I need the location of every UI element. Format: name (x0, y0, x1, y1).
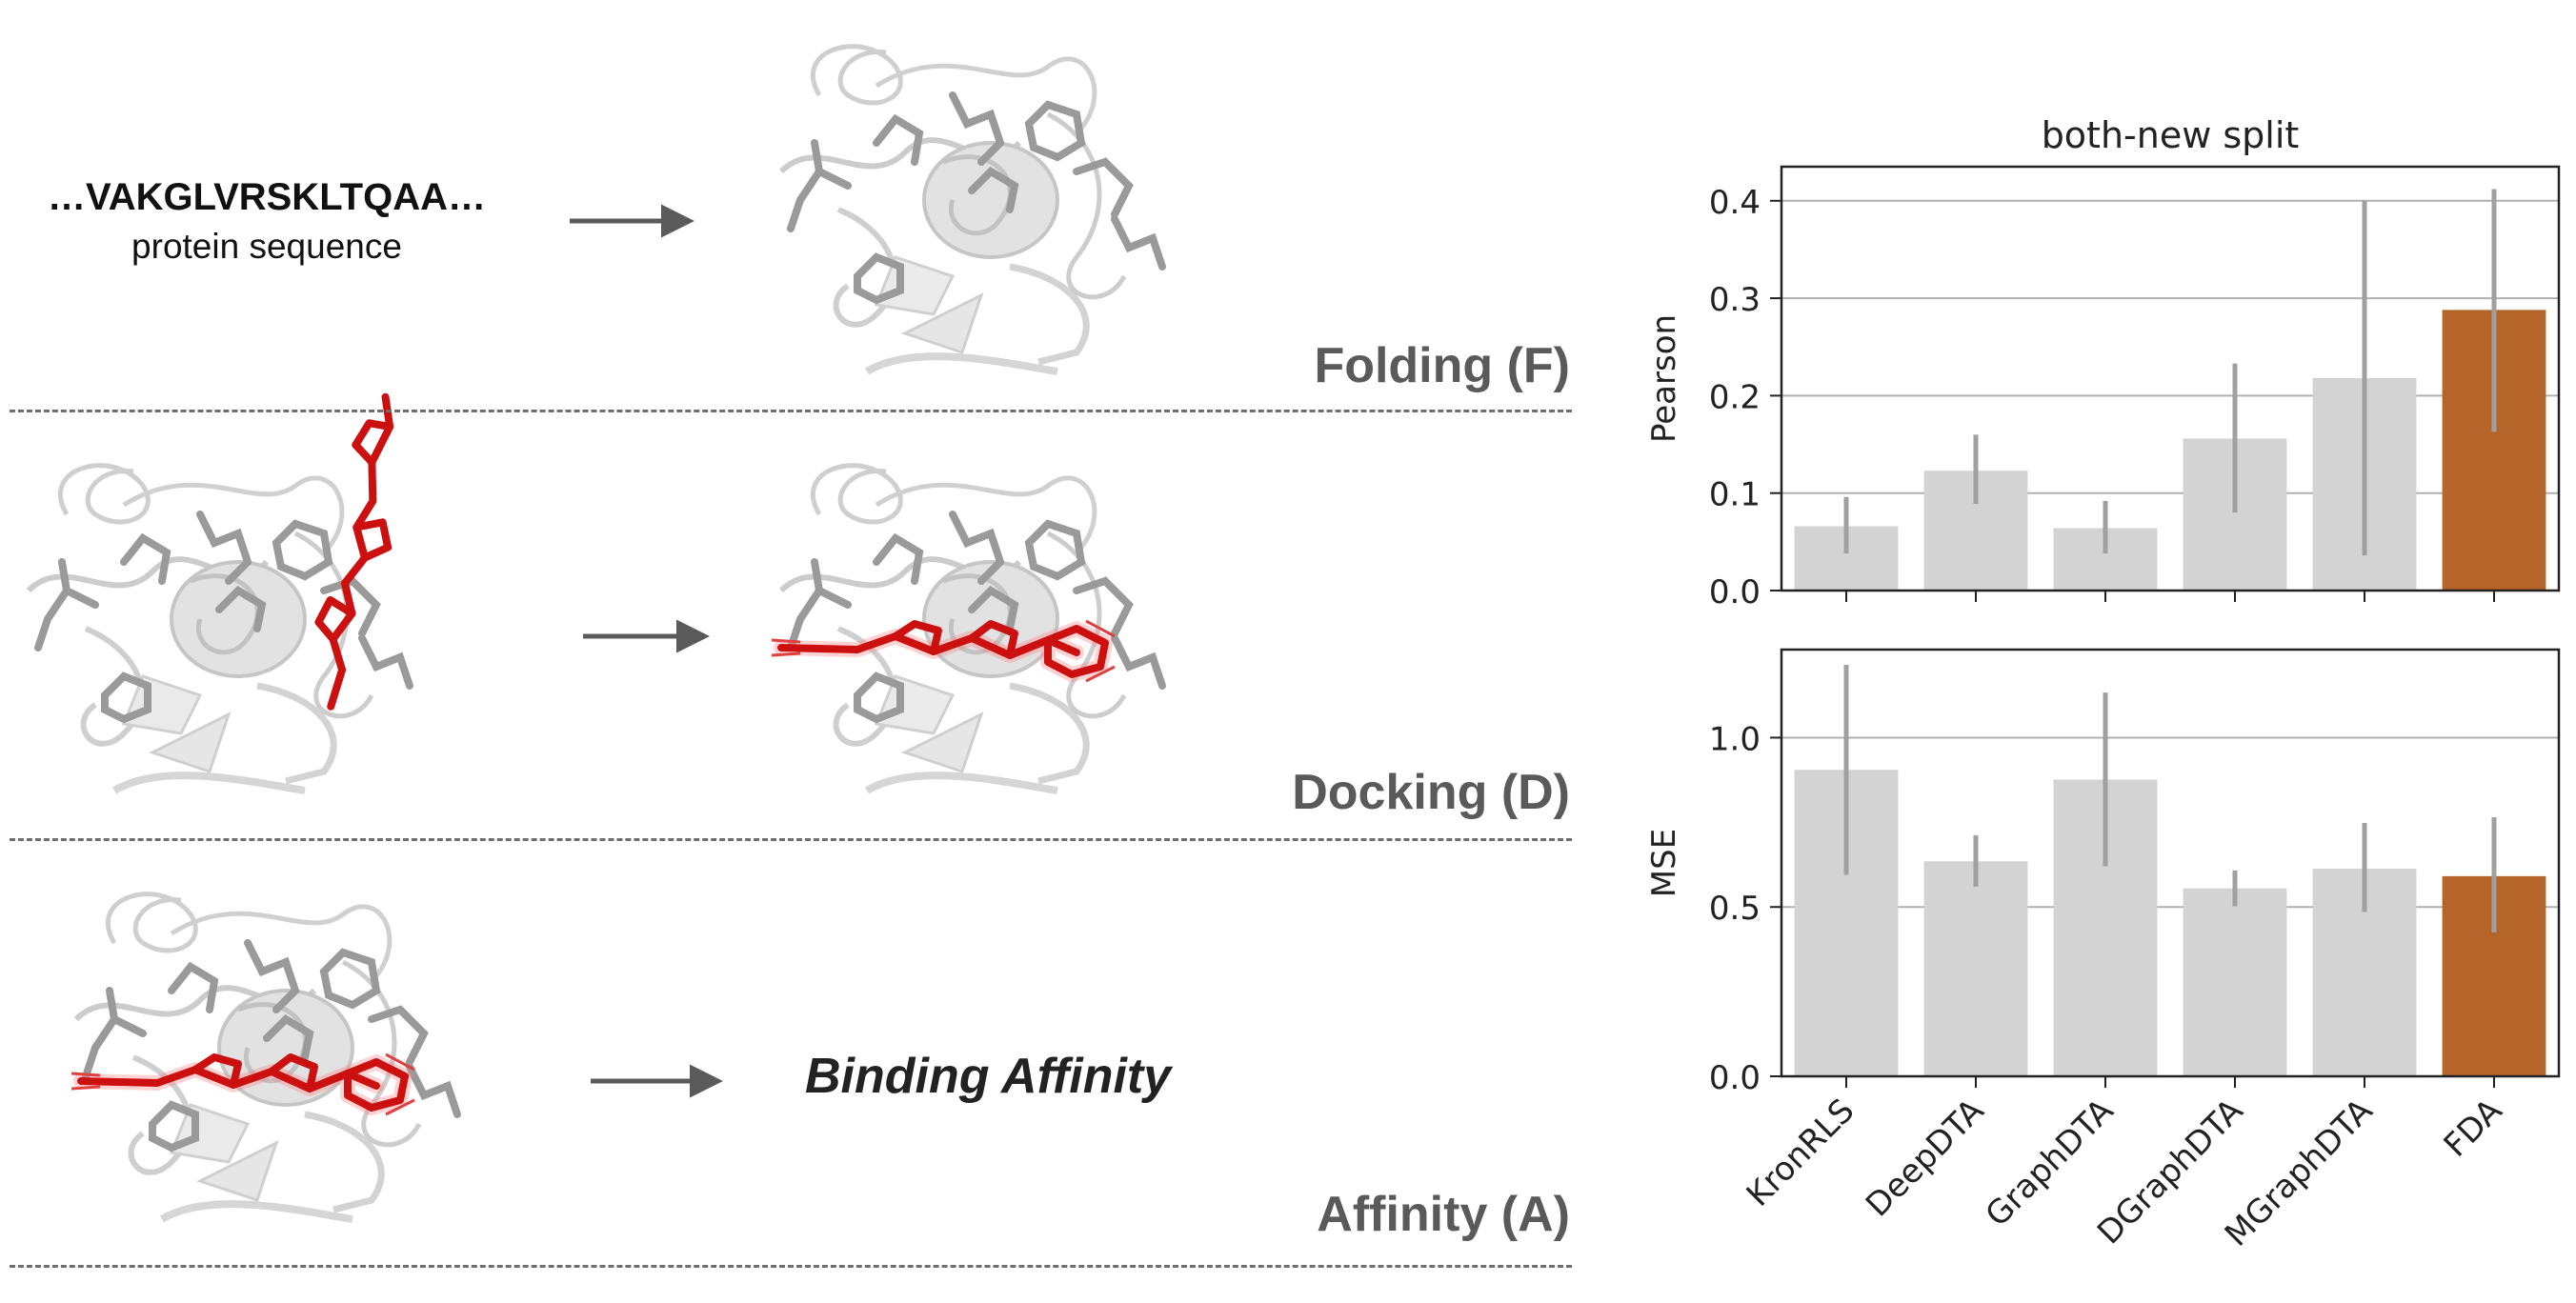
docked-complex-protein (781, 466, 1162, 791)
pipeline-diagram (0, 0, 1620, 1303)
y-tick-label: 0.1 (1709, 476, 1761, 514)
x-tick-label: GraphDTA (1979, 1092, 2122, 1234)
stage-label-docking: Docking (D) (1292, 765, 1570, 820)
y-axis-label: MSE (1645, 829, 1683, 897)
y-axis-label: Pearson (1645, 314, 1683, 443)
divider-line (10, 410, 1572, 412)
folded-protein-structure (781, 47, 1162, 371)
y-tick-label: 1.0 (1709, 720, 1761, 758)
x-tick-label: FDA (2437, 1092, 2510, 1165)
protein-sequence: …VAKGLVRSKLTQAA… (48, 176, 486, 218)
bar (2183, 888, 2287, 1076)
y-tick-label: 0.0 (1709, 1059, 1761, 1097)
ligand-molecule (314, 392, 394, 711)
chart-title: both-new split (2042, 114, 2300, 156)
y-tick-label: 0.5 (1709, 890, 1761, 928)
divider-line (10, 838, 1572, 841)
y-tick-label: 0.4 (1709, 184, 1761, 222)
y-tick-label: 0.0 (1709, 573, 1761, 611)
y-tick-label: 0.2 (1709, 378, 1761, 416)
divider-line (10, 1265, 1572, 1268)
y-tick-label: 0.3 (1709, 281, 1761, 319)
bar (1923, 861, 2028, 1076)
x-tick-label: DeepDTA (1859, 1092, 1991, 1224)
plot-frame (1780, 648, 2561, 1078)
complex-protein (76, 894, 457, 1219)
plot-frame (1780, 165, 2561, 592)
bar-charts: both-new split 0.0 0.1 0.2 0.3 0.4 Pearson 0.0… (1645, 114, 2561, 1254)
x-tick-label: KronRLS (1740, 1092, 1862, 1214)
protein-structure (29, 466, 410, 791)
protein-sequence-label: protein sequence (131, 227, 402, 266)
binding-affinity-label: Binding Affinity (805, 1049, 1172, 1104)
stage-label-folding: Folding (F) (1314, 338, 1570, 393)
stage-label-affinity: Affinity (A) (1317, 1187, 1570, 1242)
